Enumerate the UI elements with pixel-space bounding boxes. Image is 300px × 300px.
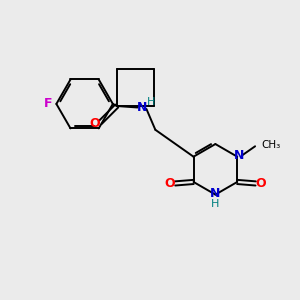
Text: O: O xyxy=(90,117,100,130)
Text: H: H xyxy=(211,199,220,209)
Text: N: N xyxy=(210,188,220,200)
Text: CH₃: CH₃ xyxy=(262,140,281,150)
Text: O: O xyxy=(256,177,266,190)
Text: F: F xyxy=(44,98,52,110)
Text: N: N xyxy=(137,101,147,114)
Text: N: N xyxy=(234,149,244,162)
Text: O: O xyxy=(164,177,175,190)
Text: H: H xyxy=(147,97,156,106)
